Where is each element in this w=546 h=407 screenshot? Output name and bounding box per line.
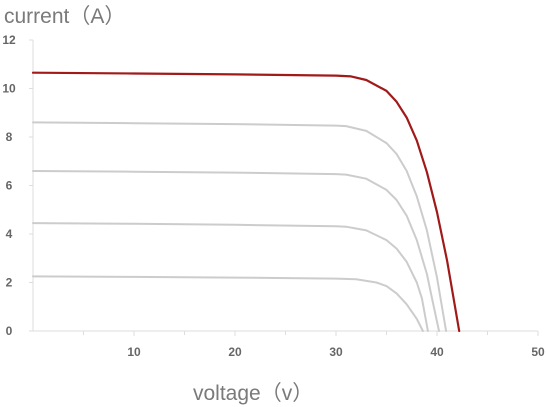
y-tick-label: 4 bbox=[6, 227, 13, 241]
x-tick-label: 50 bbox=[531, 345, 545, 359]
y-tick-label: 0 bbox=[6, 324, 13, 338]
iv-curve-2 bbox=[32, 222, 429, 332]
y-tick-label: 10 bbox=[2, 82, 16, 96]
y-tick-label: 6 bbox=[6, 179, 13, 193]
iv-curve-3 bbox=[32, 170, 440, 332]
y-tick-label: 2 bbox=[6, 276, 13, 290]
y-tick-label: 12 bbox=[2, 33, 16, 47]
iv-curve-1 bbox=[32, 275, 424, 332]
x-tick-label: 40 bbox=[430, 345, 444, 359]
x-axis-label: voltage（v） bbox=[193, 382, 314, 405]
x-tick-label: 30 bbox=[329, 345, 343, 359]
x-tick-label: 10 bbox=[127, 345, 141, 359]
iv-curve-4 bbox=[32, 121, 448, 332]
y-tick-label: 8 bbox=[6, 130, 13, 144]
y-axis-label: current（A） bbox=[4, 5, 126, 28]
x-tick-label: 20 bbox=[228, 345, 242, 359]
iv-curve-highlight bbox=[31, 71, 461, 333]
